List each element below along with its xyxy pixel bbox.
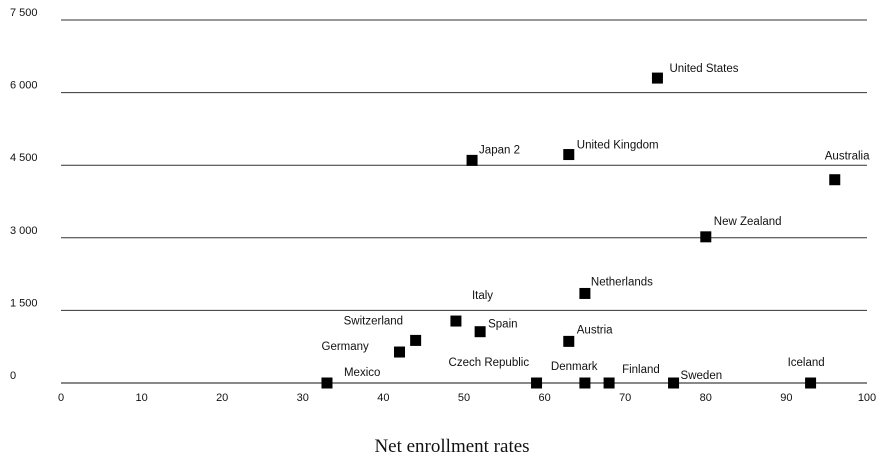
x-axis-title: Net enrollment rates bbox=[374, 436, 529, 457]
x-tick-label: 40 bbox=[377, 392, 389, 404]
point-label: Spain bbox=[488, 319, 517, 331]
y-axis-ticks: 0 1 500 3 000 4 500 6 000 7 500 bbox=[10, 7, 38, 382]
y-tick-label: 1 500 bbox=[10, 297, 38, 309]
x-tick-label: 10 bbox=[135, 392, 147, 404]
point-label: Denmark bbox=[551, 361, 598, 373]
data-point bbox=[466, 154, 478, 166]
point-label: Czech Republic bbox=[449, 357, 530, 369]
point-label: Finland bbox=[622, 364, 660, 376]
x-tick-label: 90 bbox=[780, 392, 792, 404]
x-tick-label: 100 bbox=[858, 392, 876, 404]
point-labels: United States Japan 2 United Kingdom Austra… bbox=[322, 63, 871, 382]
point-label: Japan 2 bbox=[479, 144, 520, 156]
x-tick-label: 70 bbox=[619, 392, 631, 404]
data-point bbox=[603, 377, 615, 389]
point-label: Iceland bbox=[788, 357, 825, 369]
data-point bbox=[668, 377, 680, 389]
point-label: Switzerland bbox=[344, 315, 403, 327]
data-point bbox=[394, 346, 406, 358]
x-tick-label: 20 bbox=[216, 392, 228, 404]
point-label: New Zealand bbox=[714, 216, 782, 228]
x-tick-label: 80 bbox=[700, 392, 712, 404]
data-point bbox=[563, 335, 575, 347]
point-label: Netherlands bbox=[591, 276, 653, 288]
data-point bbox=[563, 149, 575, 161]
y-tick-label: 0 bbox=[10, 370, 16, 382]
x-tick-label: 60 bbox=[538, 392, 550, 404]
data-point bbox=[410, 334, 422, 346]
data-point bbox=[321, 377, 333, 389]
point-label: United Kingdom bbox=[577, 140, 659, 152]
data-point bbox=[651, 72, 663, 84]
data-point bbox=[805, 377, 817, 389]
point-label: United States bbox=[669, 63, 738, 75]
point-label: Austria bbox=[577, 324, 613, 336]
data-point bbox=[579, 377, 591, 389]
x-tick-label: 50 bbox=[458, 392, 470, 404]
x-axis-ticks: 0 10 20 30 40 50 60 70 80 90 100 bbox=[58, 392, 876, 404]
data-point bbox=[474, 326, 486, 338]
data-point bbox=[450, 315, 462, 327]
data-point bbox=[579, 287, 591, 299]
data-point bbox=[531, 377, 543, 389]
point-label: Germany bbox=[322, 341, 370, 353]
point-label: Italy bbox=[472, 290, 493, 302]
y-tick-label: 7 500 bbox=[10, 7, 38, 19]
x-tick-label: 30 bbox=[297, 392, 309, 404]
x-tick-label: 0 bbox=[58, 392, 64, 404]
data-point bbox=[829, 174, 841, 186]
point-label: Sweden bbox=[681, 370, 723, 382]
data-points bbox=[321, 72, 841, 389]
y-tick-label: 3 000 bbox=[10, 225, 38, 237]
y-tick-label: 4 500 bbox=[10, 152, 38, 164]
data-point bbox=[700, 231, 712, 243]
y-tick-label: 6 000 bbox=[10, 80, 38, 92]
point-label: Australia bbox=[825, 151, 870, 163]
point-label: Mexico bbox=[344, 367, 380, 379]
gridlines bbox=[61, 19, 867, 384]
